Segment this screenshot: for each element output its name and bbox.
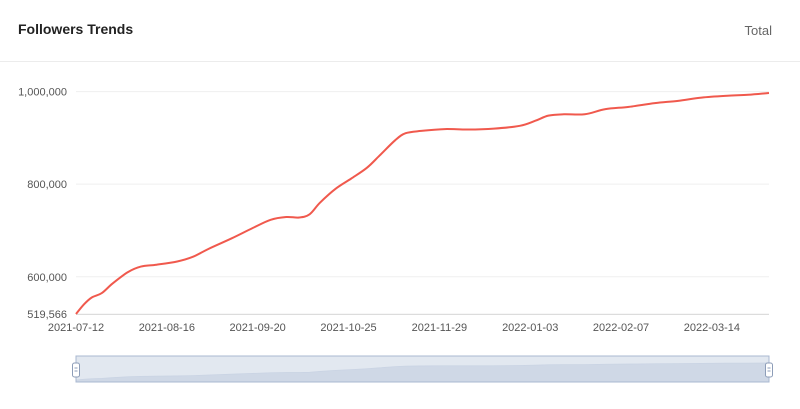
followers-series-line bbox=[75, 91, 770, 315]
card-title: Followers Trends bbox=[18, 21, 134, 37]
x-tick-label: 2022-01-03 bbox=[502, 322, 558, 334]
zoom-slider-right-handle[interactable] bbox=[765, 362, 773, 378]
x-tick-label: 2021-07-12 bbox=[48, 322, 104, 334]
zoom-slider-left-handle[interactable] bbox=[72, 362, 80, 378]
x-tick-label: 2022-03-14 bbox=[684, 322, 740, 334]
y-tick-label: 1,000,000 bbox=[18, 87, 67, 99]
y-tick-label: 600,000 bbox=[27, 272, 67, 284]
y-tick-label: 800,000 bbox=[27, 179, 67, 191]
y-tick-label: 519,566 bbox=[27, 309, 67, 321]
zoom-slider-window[interactable] bbox=[75, 355, 770, 383]
x-tick-label: 2021-08-16 bbox=[139, 322, 195, 334]
card-header: Followers Trends Total bbox=[0, 0, 800, 62]
x-tick-label: 2022-02-07 bbox=[593, 322, 649, 334]
total-link[interactable]: Total bbox=[744, 23, 772, 38]
x-tick-label: 2021-10-25 bbox=[320, 322, 376, 334]
x-tick-label: 2021-11-29 bbox=[412, 322, 467, 334]
x-tick-label: 2021-09-20 bbox=[230, 322, 286, 334]
